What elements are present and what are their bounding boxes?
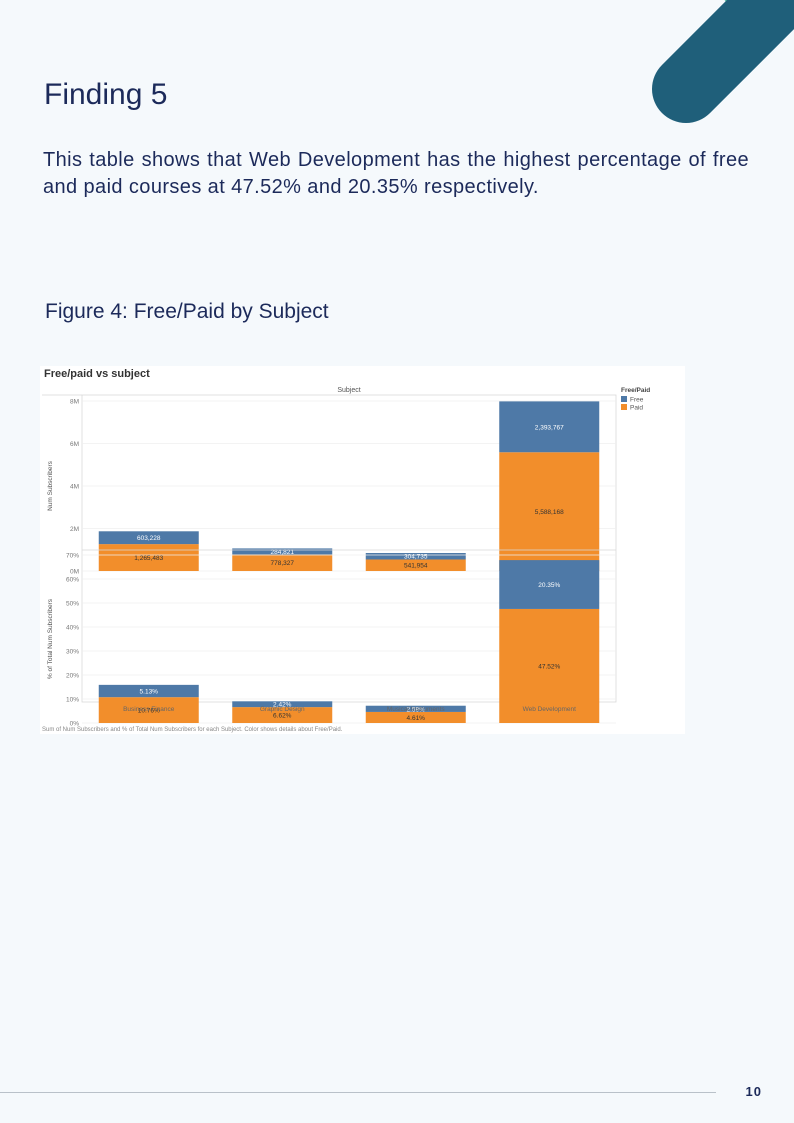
bar-paid xyxy=(98,697,199,723)
bar-free xyxy=(365,705,466,712)
data-label: 20.35% xyxy=(538,582,560,589)
data-label: 778,327 xyxy=(271,560,295,567)
data-label: 603,228 xyxy=(137,535,161,542)
y-tick-label: 2M xyxy=(70,526,79,533)
data-label: 10.76% xyxy=(138,708,160,715)
data-label: 47.52% xyxy=(538,663,560,670)
finding-paragraph: This table shows that Web Development ha… xyxy=(43,149,749,198)
bar-free xyxy=(365,553,466,560)
data-label: 284,821 xyxy=(271,549,295,556)
data-label: 4.61% xyxy=(407,715,426,722)
bar-free xyxy=(98,531,199,545)
y-tick-label: 20% xyxy=(66,673,79,680)
figure-caption: Figure 4: Free/Paid by Subject xyxy=(45,300,329,323)
y-tick-label: 60% xyxy=(66,577,79,584)
legend-title: Free/Paid xyxy=(621,387,650,394)
data-label: 5,588,168 xyxy=(535,509,564,516)
y-axis-label: Num Subscribers xyxy=(47,460,54,511)
chart-footnote: Sum of Num Subscribers and % of Total Nu… xyxy=(42,727,343,733)
legend-entry: Paid xyxy=(630,405,643,412)
data-label: 2,393,767 xyxy=(535,424,564,431)
y-tick-label: 0% xyxy=(70,721,80,728)
category-label: Musical Instruments xyxy=(387,706,446,713)
data-label: 2.59% xyxy=(407,706,426,713)
bar-free xyxy=(232,548,333,555)
bar-free xyxy=(98,684,199,698)
legend-swatch-free xyxy=(621,396,627,402)
y-tick-label: 6M xyxy=(70,441,79,448)
bar-paid xyxy=(365,559,466,571)
y-tick-label: 4M xyxy=(70,484,79,491)
y-tick-label: 70% xyxy=(66,553,79,560)
bar-paid xyxy=(499,608,600,723)
page-heading: Finding 5 xyxy=(44,78,168,111)
y-tick-label: 30% xyxy=(66,649,79,656)
bar-free xyxy=(499,401,600,453)
bar-paid xyxy=(499,452,600,571)
footer-rule xyxy=(0,1092,716,1093)
category-label: Business Finance xyxy=(123,706,175,713)
bar-free xyxy=(499,560,600,609)
y-tick-label: 10% xyxy=(66,697,79,704)
chart-canvas: Free/paid vs subject Subject 0M 2M 4M 6M 8M Num… xyxy=(42,368,650,733)
column-header: Subject xyxy=(337,387,360,394)
page-number: 10 xyxy=(745,1084,762,1099)
category-label: Graphic Design xyxy=(260,706,305,713)
y-tick-label: 8M xyxy=(70,399,79,406)
bar-paid xyxy=(232,707,333,723)
legend-entry: Free xyxy=(630,397,644,404)
data-label: 5.13% xyxy=(140,689,159,696)
category-label: Web Development xyxy=(523,706,577,713)
data-label: 304,735 xyxy=(404,554,428,561)
navy-stripe-shape xyxy=(652,0,794,123)
data-label: 1,265,483 xyxy=(134,555,163,562)
plot-frame xyxy=(81,394,617,703)
bar-paid xyxy=(365,711,466,723)
bar-paid xyxy=(232,554,333,571)
data-label: 2.42% xyxy=(273,702,292,709)
y-tick-label: 0M xyxy=(70,569,79,576)
free-paid-chart: Free/paid vs subject Subject 0M 2M 4M 6M 8M Num… xyxy=(40,366,685,734)
chart-title: Free/paid vs subject xyxy=(44,368,150,380)
y-tick-label: 50% xyxy=(66,601,79,608)
legend-swatch-paid xyxy=(621,404,627,410)
corner-decoration xyxy=(652,0,794,123)
y-axis-label: % of Total Num Subscribers xyxy=(47,598,54,679)
bar-free xyxy=(232,701,333,708)
bar-paid xyxy=(98,544,199,571)
data-label: 6.62% xyxy=(273,713,292,720)
y-tick-label: 40% xyxy=(66,625,79,632)
data-label: 541,954 xyxy=(404,563,428,570)
